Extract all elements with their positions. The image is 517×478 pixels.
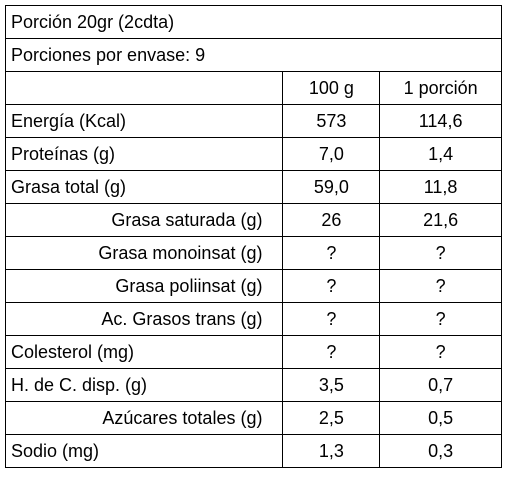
- column-header: 1 porción: [379, 71, 502, 105]
- nutrient-value: 0,3: [379, 434, 502, 468]
- nutrient-label: H. de C. disp. (g): [4, 368, 284, 402]
- nutrient-value: 3,5: [282, 368, 381, 402]
- nutrient-value: ?: [282, 269, 381, 303]
- nutrient-label: Azúcares totales (g): [4, 401, 284, 435]
- nutrient-value: ?: [282, 302, 381, 336]
- nutrient-value: 59,0: [282, 170, 381, 204]
- nutrient-label: Grasa poliinsat (g): [4, 269, 284, 303]
- nutrient-row: H. de C. disp. (g) 3,5 0,7: [4, 368, 502, 402]
- table-body: Porción 20gr (2cdta) Porciones por envas…: [4, 5, 502, 468]
- nutrient-label: Energía (Kcal): [4, 104, 284, 138]
- nutrient-row: Grasa monoinsat (g)??: [4, 236, 502, 270]
- nutrient-row: Grasa total (g) 59,0 11,8: [4, 170, 502, 204]
- nutrient-value: 11,8: [379, 170, 502, 204]
- nutrient-row: Grasa saturada (g) 26 21,6: [4, 203, 502, 237]
- nutrient-row: Ac. Grasos trans (g)??: [4, 302, 502, 336]
- nutrient-value: ?: [379, 269, 502, 303]
- serving: Porción 20gr (2cdta): [5, 5, 502, 39]
- servings-per-container: Porciones por envase: 9: [5, 38, 502, 72]
- column-header: 100 g: [282, 71, 381, 105]
- nutrient-value: 2,5: [282, 401, 381, 435]
- column-header-row: 100 g 1 porción: [4, 71, 502, 105]
- nutrient-value: 21,6: [379, 203, 502, 237]
- nutrient-row: Sodio (mg) 1,3 0,3: [4, 434, 502, 468]
- nutrient-label: Grasa saturada (g): [4, 203, 284, 237]
- nutrient-value: ?: [282, 236, 381, 270]
- nutrient-value: ?: [282, 335, 381, 369]
- nutrient-value: 26: [282, 203, 381, 237]
- serving-row: Porción 20gr (2cdta): [5, 5, 502, 39]
- nutrient-label: Grasa monoinsat (g): [4, 236, 284, 270]
- nutrient-value: 0,7: [379, 368, 502, 402]
- nutrient-label: Proteínas (g): [4, 137, 284, 171]
- nutrient-label: Colesterol (mg): [4, 335, 284, 369]
- nutrient-label: Grasa total (g): [4, 170, 284, 204]
- nutrient-label: Ac. Grasos trans (g): [4, 302, 284, 336]
- nutrient-value: ?: [379, 236, 502, 270]
- nutrient-value: 114,6: [379, 104, 502, 138]
- nutrient-row: Azúcares totales (g) 2,5 0,5: [4, 401, 502, 435]
- servings-row: Porciones por envase: 9: [5, 38, 502, 72]
- nutrient-value: 0,5: [379, 401, 502, 435]
- nutrient-row: Proteínas (g) 7,0 1,4: [4, 137, 502, 171]
- nutrition-table: Porción 20gr (2cdta) Porciones por envas…: [4, 5, 502, 468]
- nutrient-row: Grasa poliinsat (g)??: [4, 269, 502, 303]
- nutrient-row: Colesterol (mg)??: [4, 335, 502, 369]
- nutrient-row: Energía (Kcal) 573 114,6: [4, 104, 502, 138]
- nutrient-value: 1,4: [379, 137, 502, 171]
- nutrient-value: 1,3: [282, 434, 381, 468]
- empty-cell: [4, 71, 284, 105]
- nutrient-value: ?: [379, 302, 502, 336]
- nutrient-value: ?: [379, 335, 502, 369]
- nutrient-label: Sodio (mg): [4, 434, 284, 468]
- nutrient-value: 7,0: [282, 137, 381, 171]
- nutrient-value: 573: [282, 104, 381, 138]
